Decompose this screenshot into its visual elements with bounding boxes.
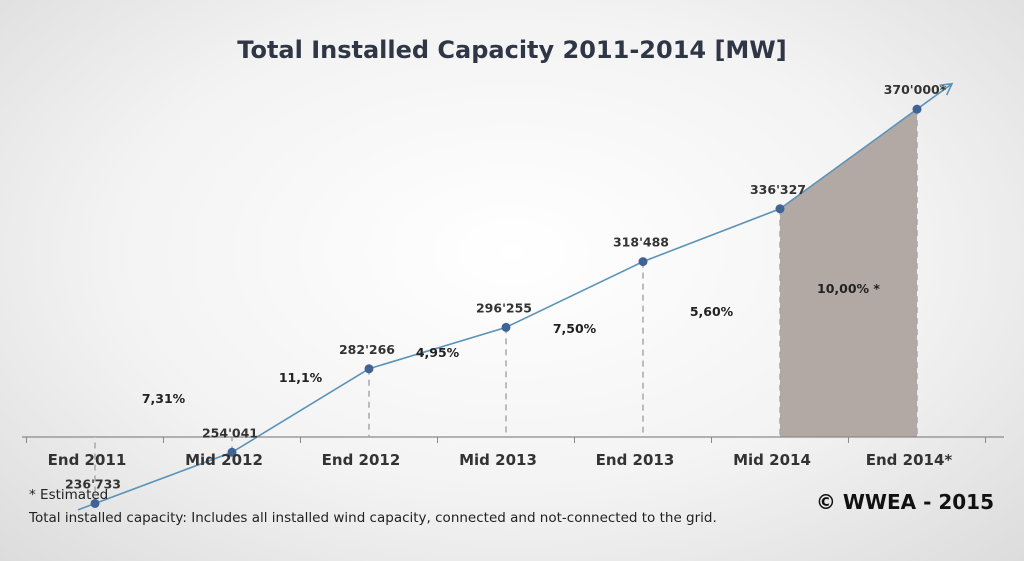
copyright-notice: © WWEA - 2015 [815, 490, 994, 514]
footnote-estimated: * Estimated [29, 487, 109, 503]
x-tick-label: End 2014* [866, 451, 953, 469]
x-tick-label: Mid 2012 [185, 451, 263, 469]
x-tick-label: Mid 2014 [733, 451, 811, 469]
growth-label: 10,00% * [817, 281, 880, 296]
data-point [227, 447, 237, 457]
data-label: 318'488 [613, 235, 669, 250]
data-label: 370'000* [884, 82, 947, 97]
shaded-interval [780, 109, 917, 438]
data-point [775, 204, 785, 214]
chart-marks: 236'733 254'041 282'266 296'255 318'488 336'3… [22, 82, 1004, 511]
data-point [638, 257, 648, 267]
data-point [501, 322, 511, 332]
x-tick-label: End 2012 [322, 451, 401, 469]
data-point [912, 104, 922, 114]
growth-label: 11,1% [279, 370, 323, 385]
growth-label: 5,60% [690, 304, 734, 319]
growth-label: 7,31% [142, 391, 186, 406]
chart-title: Total Installed Capacity 2011-2014 [MW] [237, 36, 786, 64]
footnote-definition: Total installed capacity: Includes all i… [29, 510, 717, 526]
x-tick-label: End 2011 [48, 451, 127, 469]
data-point [364, 364, 374, 374]
growth-label: 7,50% [553, 321, 597, 336]
growth-label: 4,95% [416, 345, 460, 360]
data-point [90, 498, 100, 508]
x-tick-label: End 2013 [596, 451, 675, 469]
series-arrow-head [939, 82, 954, 96]
data-label: 296'255 [476, 300, 532, 315]
data-label: 336'327 [750, 182, 806, 197]
data-label: 236'733 [65, 476, 121, 491]
x-tick-label: Mid 2013 [459, 451, 537, 469]
data-label: 282'266 [339, 342, 395, 357]
data-label: 254'041 [202, 425, 258, 440]
